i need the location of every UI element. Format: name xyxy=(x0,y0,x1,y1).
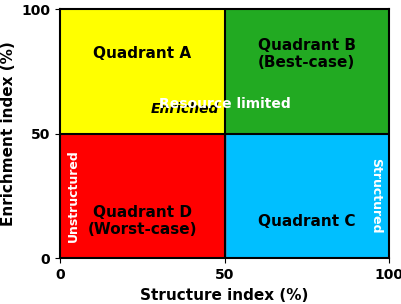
Y-axis label: Enrichment index (%): Enrichment index (%) xyxy=(1,41,16,226)
Text: Enriched: Enriched xyxy=(151,102,219,116)
Text: Structured: Structured xyxy=(369,158,382,234)
Bar xyxy=(225,134,389,258)
Text: Quadrant A: Quadrant A xyxy=(93,47,191,61)
Bar xyxy=(60,9,225,134)
Bar xyxy=(225,9,389,134)
Text: Quadrant B
(Best-case): Quadrant B (Best-case) xyxy=(258,38,356,70)
Text: Resource limited: Resource limited xyxy=(159,97,290,111)
Text: Unstructured: Unstructured xyxy=(67,150,80,243)
Text: Quadrant C: Quadrant C xyxy=(258,213,356,229)
X-axis label: Structure index (%): Structure index (%) xyxy=(140,288,309,303)
Bar xyxy=(60,134,225,258)
Text: Quadrant D
(Worst-case): Quadrant D (Worst-case) xyxy=(87,205,197,237)
